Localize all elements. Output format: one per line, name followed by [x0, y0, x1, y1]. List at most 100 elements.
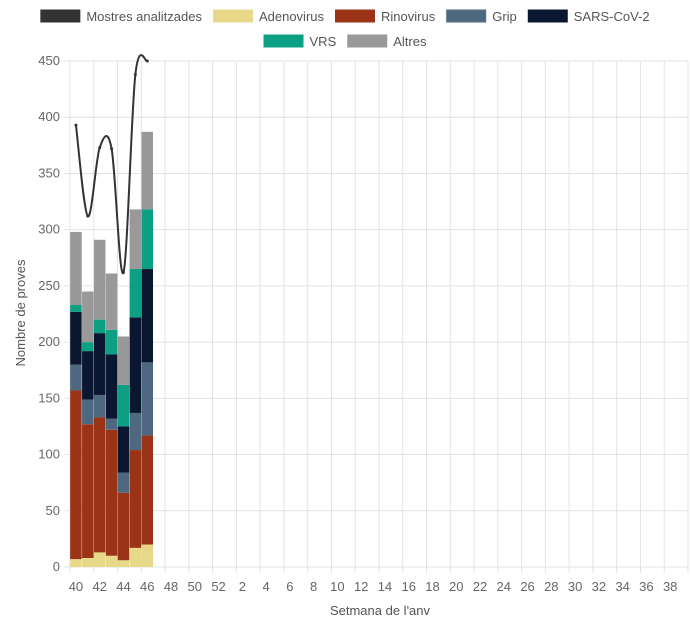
legend-label-vrs: VRS: [310, 34, 337, 49]
x-tick-label: 12: [354, 579, 368, 594]
x-tick-label: 36: [639, 579, 653, 594]
x-tick-label: 50: [188, 579, 202, 594]
bar-sars-cov-2-45: [129, 317, 142, 413]
bar-vrs-43: [105, 329, 118, 355]
x-tick-label: 8: [310, 579, 317, 594]
bar-vrs-41: [82, 342, 94, 352]
gridlines: [64, 60, 689, 573]
line-series: [74, 54, 149, 275]
bar-adenovirus-42: [93, 552, 106, 567]
legend-label-adenovirus: Adenovirus: [259, 9, 325, 24]
legend-swatch-mostres-analitzades: [40, 9, 81, 23]
x-tick-label: 2: [239, 579, 246, 594]
x-tick-label: 44: [116, 579, 130, 594]
y-tick-label: 50: [46, 503, 60, 518]
bar-grip-42: [93, 394, 106, 418]
x-tick-label: 46: [140, 579, 154, 594]
bar-vrs-44: [117, 384, 130, 427]
bar-adenovirus-43: [105, 555, 118, 567]
line-point-41: [86, 214, 90, 218]
x-tick-label: 22: [473, 579, 487, 594]
bar-grip-44: [117, 472, 130, 493]
legend-swatch-adenovirus: [212, 9, 253, 23]
line-point-43: [110, 147, 114, 151]
y-axis-ticks: 0 50 100 150 200 250 300 350 400 450: [38, 53, 60, 574]
bar-altres-42: [93, 239, 106, 320]
legend-label-sars-cov-2: SARS-CoV-2: [574, 9, 650, 24]
bar-altres-43: [105, 273, 118, 330]
y-tick-label: 150: [38, 390, 60, 405]
x-tick-label: 28: [544, 579, 558, 594]
y-tick-label: 0: [53, 559, 60, 574]
bar-sars-cov-2-43: [105, 354, 118, 419]
x-tick-label: 30: [568, 579, 582, 594]
bar-sars-cov-2-44: [117, 426, 130, 473]
line-point-44: [121, 270, 125, 274]
bar-rinovirus-42: [93, 417, 106, 553]
x-tick-label: 52: [211, 579, 225, 594]
bar-sars-cov-2-42: [93, 333, 106, 395]
x-tick-label: 34: [615, 579, 629, 594]
x-tick-label: 26: [520, 579, 534, 594]
bar-sars-cov-2-41: [82, 351, 94, 400]
x-tick-label: 16: [401, 579, 415, 594]
y-tick-label: 200: [38, 334, 60, 349]
bar-rinovirus-41: [82, 424, 94, 559]
x-tick-label: 48: [164, 579, 178, 594]
x-tick-label: 6: [286, 579, 293, 594]
x-tick-label: 32: [592, 579, 606, 594]
legend-label-grip: Grip: [492, 9, 517, 24]
x-tick-label: 14: [378, 579, 392, 594]
x-tick-label: 18: [425, 579, 439, 594]
bar-altres-46: [141, 131, 154, 210]
legend-label-mostres-analitzades: Mostres analitzades: [86, 9, 202, 24]
x-tick-label: 20: [449, 579, 463, 594]
y-tick-label: 300: [38, 222, 60, 237]
bars: [70, 131, 154, 567]
bar-sars-cov-2-40: [70, 311, 82, 365]
x-tick-label: 4: [262, 579, 269, 594]
legend-swatch-sars-cov-2: [527, 9, 568, 23]
bar-adenovirus-46: [141, 544, 154, 567]
x-tick-label: 24: [497, 579, 511, 594]
x-tick-label: 10: [330, 579, 344, 594]
bar-vrs-45: [129, 269, 142, 318]
x-axis-label: Setmana de l'anv: [330, 603, 431, 617]
bar-grip-40: [70, 364, 82, 391]
legend-swatch-grip: [446, 9, 487, 23]
y-tick-label: 450: [38, 53, 60, 68]
y-tick-label: 350: [38, 165, 60, 180]
y-tick-label: 400: [38, 109, 60, 124]
y-tick-label: 250: [38, 278, 60, 293]
bar-vrs-46: [141, 209, 154, 270]
legend-swatch-rinovirus: [335, 9, 376, 23]
x-axis-ticks: 40 42 44 46 48 50 52 2 4 6 8 10 12 14 16 18 20 22 24 26 28 30…: [69, 579, 678, 594]
legend: Mostres analitzades Adenovirus Rinovirus Gr…: [40, 9, 650, 49]
bar-vrs-40: [70, 305, 82, 312]
bar-altres-45: [129, 209, 142, 270]
legend-swatch-vrs: [263, 34, 304, 48]
bar-adenovirus-40: [70, 559, 82, 567]
bar-grip-41: [82, 399, 94, 425]
bar-grip-43: [105, 418, 118, 430]
bar-adenovirus-41: [82, 558, 94, 567]
bar-grip-45: [129, 412, 142, 451]
x-tick-label: 38: [663, 579, 677, 594]
line-point-40: [74, 123, 78, 127]
bar-altres-41: [82, 291, 94, 343]
bar-altres-40: [70, 231, 82, 306]
legend-label-altres: Altres: [393, 34, 427, 49]
y-tick-label: 100: [38, 447, 60, 462]
bar-rinovirus-43: [105, 429, 118, 556]
bar-grip-46: [141, 362, 154, 436]
legend-swatch-altres: [347, 34, 388, 48]
bar-rinovirus-45: [129, 450, 142, 548]
bar-adenovirus-44: [117, 560, 130, 567]
bar-rinovirus-46: [141, 435, 154, 545]
bar-vrs-42: [93, 319, 106, 334]
y-axis-label: Nombre de proves: [13, 259, 28, 366]
legend-label-rinovirus: Rinovirus: [381, 9, 436, 24]
line-point-42: [98, 146, 102, 150]
bar-rinovirus-40: [70, 390, 82, 560]
